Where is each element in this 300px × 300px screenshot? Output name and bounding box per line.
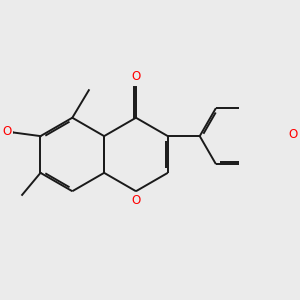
Text: O: O <box>131 194 141 207</box>
Text: O: O <box>288 128 297 141</box>
Text: O: O <box>131 70 141 83</box>
Text: O: O <box>3 125 12 138</box>
